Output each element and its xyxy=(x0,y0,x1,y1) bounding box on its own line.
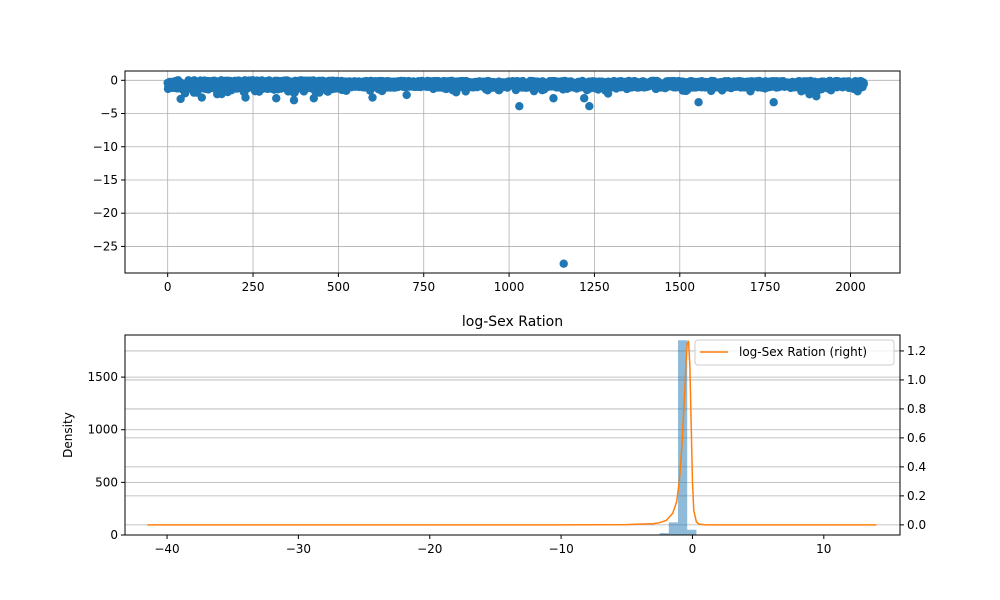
histogram-right-y-tick-label: 0.8 xyxy=(907,402,926,416)
histogram-bar xyxy=(659,533,669,535)
scatter-y-tick-label: −5 xyxy=(100,107,118,121)
histogram-x-tick-label: 0 xyxy=(689,542,697,556)
scatter-y-tick-label: 0 xyxy=(110,73,118,87)
scatter-point xyxy=(859,79,869,88)
scatter-subplot: 0 250 500 750 1000 1250 1500 1750 2000 0 −5 −10 −15… xyxy=(93,70,901,294)
scatter-y-tick-label: −10 xyxy=(93,140,118,154)
scatter-outlier-point xyxy=(176,94,185,104)
histogram-left-y-tick-label: 1000 xyxy=(87,423,118,437)
scatter-x-tick-label: 750 xyxy=(412,280,435,294)
histogram-x-tick-label: −20 xyxy=(417,542,442,556)
histogram-right-y-tick-label: 0.6 xyxy=(907,431,926,445)
scatter-x-tick-label: 0 xyxy=(164,280,172,294)
scatter-outlier-point xyxy=(694,98,703,107)
scatter-outlier-point xyxy=(197,93,207,102)
histogram-right-y-tick-label: 1.2 xyxy=(907,344,926,358)
scatter-x-tick-label: 1000 xyxy=(494,280,525,294)
histogram-left-y-tick-label: 1500 xyxy=(87,370,118,384)
scatter-points xyxy=(163,76,869,268)
scatter-x-tick-label: 1500 xyxy=(665,280,696,294)
legend-entry-kde: log-Sex Ration (right) xyxy=(739,345,867,359)
scatter-outlier-point xyxy=(603,89,613,98)
histogram-x-tick-label: −40 xyxy=(154,542,179,556)
histogram-left-y-tick-label: 500 xyxy=(95,475,118,489)
scatter-x-tick-label: 2000 xyxy=(835,280,866,294)
scatter-x-ticks: 0 250 500 750 1000 1250 1500 1750 2000 xyxy=(164,273,866,294)
histogram-left-y-ticks: 0 500 1000 1500 xyxy=(87,370,125,542)
scatter-y-tick-label: −15 xyxy=(93,173,118,187)
scatter-outlier-point xyxy=(515,102,524,111)
histogram-right-y-tick-label: 0.0 xyxy=(907,518,926,532)
histogram-bar xyxy=(668,522,679,535)
histogram-right-y-tick-label: 0.4 xyxy=(907,460,926,474)
scatter-y-tick-label: −20 xyxy=(93,206,118,220)
histogram-bar xyxy=(687,529,697,535)
scatter-x-tick-label: 250 xyxy=(242,280,265,294)
histogram-grid xyxy=(125,350,900,536)
scatter-outlier-point xyxy=(769,98,778,107)
scatter-outlier-point xyxy=(309,94,318,103)
histogram-right-y-tick-label: 1.0 xyxy=(907,373,926,387)
histogram-x-ticks: −40 −30 −20 −10 0 10 xyxy=(154,535,831,556)
scatter-outlier-point xyxy=(579,94,589,103)
scatter-outlier-point xyxy=(289,96,299,105)
scatter-outlier-point xyxy=(402,90,411,100)
scatter-x-tick-label: 1250 xyxy=(579,280,610,294)
scatter-outlier-point xyxy=(241,93,250,102)
scatter-x-tick-label: 1750 xyxy=(750,280,781,294)
legend: log-Sex Ration (right) xyxy=(694,339,895,366)
histogram-title: log-Sex Ration xyxy=(462,314,563,330)
histogram-left-y-tick-label: 0 xyxy=(110,528,118,542)
histogram-axes-frame xyxy=(124,334,901,536)
histogram-right-y-ticks: 0.0 0.2 0.4 0.6 0.8 1.0 1.2 xyxy=(900,344,926,532)
scatter-outlier-point xyxy=(805,90,814,99)
scatter-y-ticks: 0 −5 −10 −15 −20 −25 xyxy=(93,73,125,253)
scatter-y-tick-label: −25 xyxy=(93,239,118,253)
scatter-axes-frame xyxy=(124,70,901,274)
histogram-right-y-tick-label: 0.2 xyxy=(907,489,926,503)
scatter-outlier-point xyxy=(549,94,558,103)
scatter-x-tick-label: 500 xyxy=(327,280,350,294)
scatter-outlier-point xyxy=(368,93,377,102)
scatter-outlier-point xyxy=(559,259,568,268)
scatter-outlier-point xyxy=(272,94,281,103)
scatter-outlier-point xyxy=(451,88,461,97)
histogram-x-tick-label: 10 xyxy=(816,542,831,556)
scatter-outlier-point xyxy=(585,102,594,111)
kde-line xyxy=(147,340,877,526)
histogram-x-tick-label: −10 xyxy=(548,542,573,556)
legend-box xyxy=(694,339,895,366)
scatter-outlier-point xyxy=(812,92,821,101)
histogram-y-axis-label: Density xyxy=(61,412,75,458)
histogram-subplot: log-Sex Ration −40 −30 −20 −10 0 10 0 500 1000 1… xyxy=(61,314,926,556)
histogram-x-tick-label: −30 xyxy=(286,542,311,556)
scatter-grid xyxy=(125,71,900,273)
